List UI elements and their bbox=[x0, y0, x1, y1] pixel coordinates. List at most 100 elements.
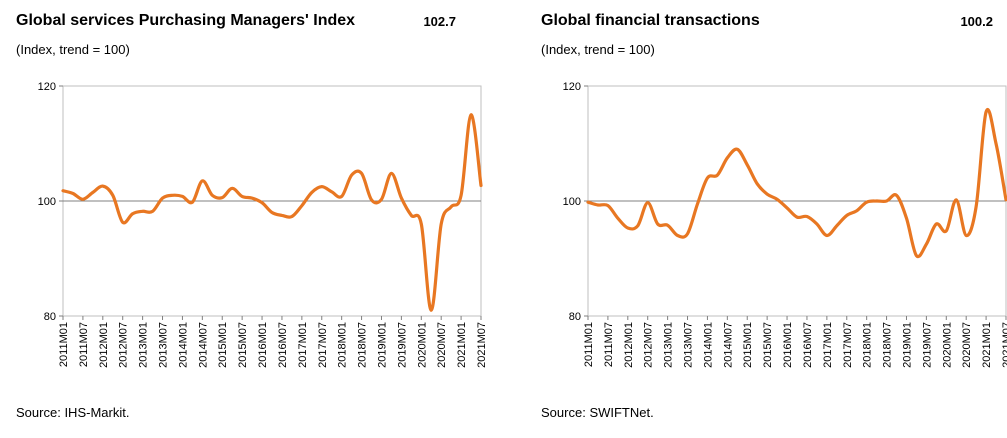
data-point bbox=[677, 235, 678, 236]
x-tick-label: 2021M07 bbox=[1001, 322, 1007, 368]
data-point bbox=[291, 216, 292, 217]
source-prefix: Source: bbox=[541, 405, 586, 420]
data-point bbox=[242, 196, 243, 197]
data-point bbox=[272, 212, 273, 213]
data-point bbox=[936, 224, 937, 225]
data-point bbox=[391, 173, 392, 174]
x-tick-label: 2014M07 bbox=[722, 322, 734, 368]
data-point bbox=[152, 211, 153, 212]
y-tick-label: 120 bbox=[563, 81, 581, 93]
x-tick-label: 2012M01 bbox=[623, 322, 635, 368]
data-point bbox=[222, 197, 223, 198]
data-point bbox=[351, 175, 352, 176]
x-tick-label: 2017M07 bbox=[317, 322, 329, 368]
data-point bbox=[202, 180, 203, 181]
data-point bbox=[697, 203, 698, 204]
data-point bbox=[886, 201, 887, 202]
data-point bbox=[976, 206, 977, 207]
chart-panel-services-pmi: Global services Purchasing Managers' Ind… bbox=[16, 0, 496, 438]
data-point bbox=[63, 190, 64, 191]
x-tick-label: 2021M07 bbox=[476, 322, 488, 368]
x-tick-label: 2019M07 bbox=[396, 322, 408, 368]
data-point bbox=[777, 199, 778, 200]
data-point bbox=[916, 255, 917, 256]
x-tick-label: 2014M07 bbox=[197, 322, 209, 368]
x-tick-label: 2016M07 bbox=[802, 322, 814, 368]
x-tick-label: 2012M07 bbox=[118, 322, 130, 368]
data-point bbox=[252, 198, 253, 199]
chart-title: Global services Purchasing Managers' Ind… bbox=[16, 12, 356, 29]
data-point bbox=[441, 224, 442, 225]
data-point bbox=[588, 202, 589, 203]
data-point bbox=[617, 218, 618, 219]
source-note: Source: IHS-Markit. bbox=[16, 405, 129, 420]
data-point bbox=[906, 218, 907, 219]
line-chart: 80 100 120 2011M01 2011M07 2012M01 2012M07 2013… bbox=[38, 81, 488, 368]
x-tick-label: 2018M07 bbox=[882, 322, 894, 368]
data-point bbox=[737, 149, 738, 150]
y-tick-label: 80 bbox=[569, 311, 581, 323]
data-point bbox=[182, 196, 183, 197]
data-point bbox=[996, 143, 997, 144]
data-point bbox=[707, 178, 708, 179]
data-point bbox=[797, 217, 798, 218]
x-tick-label: 2017M01 bbox=[822, 322, 834, 368]
x-tick-label: 2013M07 bbox=[158, 322, 170, 368]
x-tick-label: 2017M01 bbox=[297, 322, 309, 368]
x-tick-label: 2019M01 bbox=[901, 322, 913, 368]
data-point bbox=[162, 198, 163, 199]
data-point bbox=[192, 202, 193, 203]
x-tick-label: 2020M01 bbox=[416, 322, 428, 368]
x-tick-label: 2013M01 bbox=[138, 322, 150, 368]
data-point bbox=[966, 235, 967, 236]
data-point bbox=[331, 191, 332, 192]
data-point bbox=[282, 215, 283, 216]
data-point bbox=[816, 224, 817, 225]
x-tick-label: 2020M07 bbox=[436, 322, 448, 368]
latest-value: 100.2 bbox=[960, 14, 993, 29]
x-tick-label: 2013M01 bbox=[663, 322, 675, 368]
data-point bbox=[607, 205, 608, 206]
data-point bbox=[461, 195, 462, 196]
x-tick-label: 2015M07 bbox=[237, 322, 249, 368]
data-point bbox=[846, 215, 847, 216]
data-point bbox=[767, 194, 768, 195]
data-point bbox=[421, 224, 422, 225]
data-point bbox=[757, 183, 758, 184]
data-point bbox=[122, 222, 123, 223]
x-tick-label: 2018M01 bbox=[862, 322, 874, 368]
data-point bbox=[132, 213, 133, 214]
x-tick-label: 2017M07 bbox=[842, 322, 854, 368]
x-tick-label: 2019M01 bbox=[376, 322, 388, 368]
x-tick-label: 2019M07 bbox=[921, 322, 933, 368]
data-point bbox=[212, 195, 213, 196]
data-point bbox=[986, 111, 987, 112]
x-tick-label: 2015M01 bbox=[217, 322, 229, 368]
data-point bbox=[836, 225, 837, 226]
data-point bbox=[637, 225, 638, 226]
source-prefix: Source: bbox=[16, 405, 61, 420]
data-point bbox=[1006, 199, 1007, 200]
data-point bbox=[411, 215, 412, 216]
x-tick-label: 2011M01 bbox=[58, 322, 70, 367]
data-point bbox=[687, 233, 688, 234]
data-point bbox=[956, 199, 957, 200]
line-chart: 80 100 120 2011M01 2011M07 2012M01 2012M07 2013… bbox=[563, 81, 1007, 368]
data-point bbox=[102, 186, 103, 187]
source-name: SWIFTNet. bbox=[589, 405, 654, 420]
data-point bbox=[401, 198, 402, 199]
source-name: IHS-Markit. bbox=[64, 405, 130, 420]
chart-subtitle: (Index, trend = 100) bbox=[16, 42, 130, 57]
x-tick-label: 2021M01 bbox=[981, 322, 993, 368]
data-point bbox=[311, 192, 312, 193]
x-tick-label: 2011M07 bbox=[78, 322, 90, 367]
data-point bbox=[926, 244, 927, 245]
data-point bbox=[747, 164, 748, 165]
data-point bbox=[866, 202, 867, 203]
y-tick-label: 100 bbox=[38, 196, 56, 208]
data-point bbox=[371, 199, 372, 200]
y-tick-label: 80 bbox=[44, 311, 56, 323]
chart-subtitle: (Index, trend = 100) bbox=[541, 42, 655, 57]
data-point bbox=[172, 195, 173, 196]
x-tick-label: 2020M07 bbox=[961, 322, 973, 368]
